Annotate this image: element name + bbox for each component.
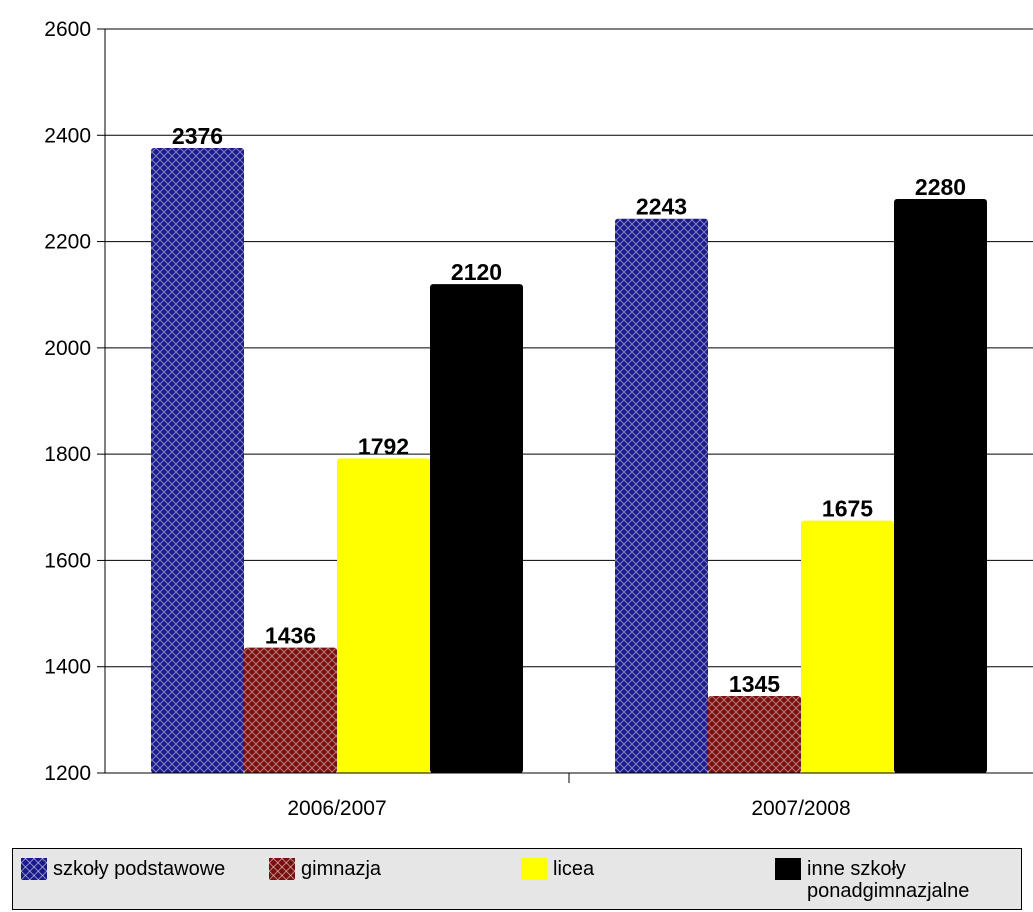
bar-pattern [244,647,337,773]
legend-label: licea [553,858,595,880]
legend-label: inne szkoły ponadgimnazjalne [807,858,970,902]
data-label: 1345 [729,671,780,697]
y-tick-label: 2200 [44,231,91,254]
data-label: 2243 [636,194,687,220]
legend-swatch-inne-szkoly [775,858,801,880]
bar [337,458,430,773]
y-tick-label: 1600 [44,549,91,572]
data-label: 2376 [172,123,223,149]
legend-label: szkoły podstawowe [53,858,226,880]
y-tick-label: 2400 [44,124,91,147]
bar-pattern [708,695,801,773]
data-label: 1792 [358,433,409,459]
x-tick-label: 2007/2008 [751,797,850,820]
data-label: 2120 [451,259,502,285]
y-tick-label: 1200 [44,762,91,785]
legend-item-szkoly-podstawowe: szkoły podstawowe [21,858,225,880]
y-tick-label: 1800 [44,443,91,466]
legend: szkoły podstawowe gimnazja licea inne sz… [12,848,1022,910]
y-tick-label: 2600 [44,18,91,41]
chart: 2376 1436 1792 2120 2243 1345 1675 2280 1200 140… [44,18,1033,820]
legend-swatch-licea [521,858,547,880]
bar [801,520,894,773]
data-label: 2280 [915,174,966,200]
data-label: 1436 [265,623,316,649]
y-tick-label: 1400 [44,656,91,679]
legend-swatch-gimnazja [269,858,295,880]
bar-pattern [615,218,708,774]
y-tick-label: 2000 [44,337,91,360]
legend-label: gimnazja [301,858,382,880]
bar [430,284,523,773]
bar-pattern [151,148,244,774]
bar-chart-svg: 2376 1436 1792 2120 2243 1345 1675 2280 1200 140… [44,18,1033,820]
data-label: 1675 [822,496,873,522]
legend-item-gimnazja: gimnazja [269,858,381,880]
legend-item-inne-szkoly: inne szkoły ponadgimnazjalne [775,858,1021,902]
x-tick-label: 2006/2007 [287,797,386,820]
legend-item-licea: licea [521,858,594,880]
legend-swatch-szkoly-podstawowe [21,858,47,880]
bar [894,199,987,774]
